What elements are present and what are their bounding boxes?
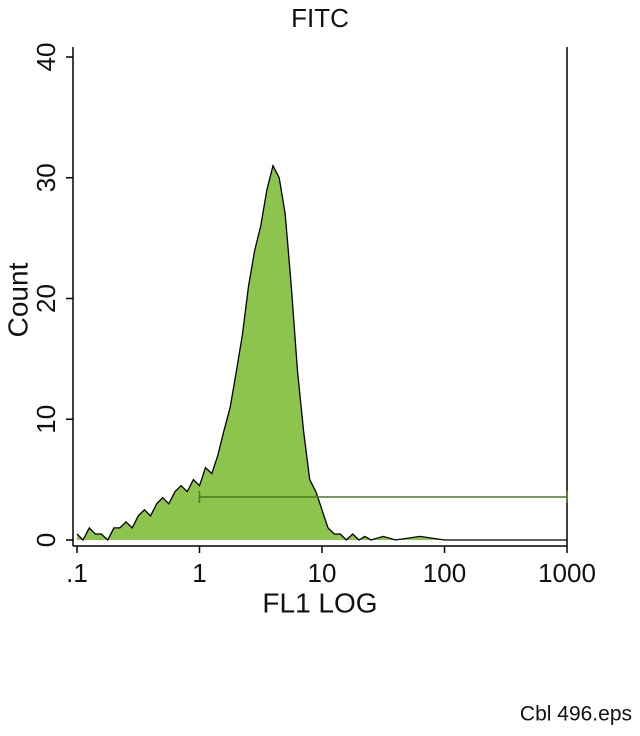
x-axis-label: FL1 LOG (262, 587, 377, 618)
x-tick-label: .1 (66, 558, 88, 588)
x-tick-label: 1 (192, 558, 206, 588)
chart-title: FITC (291, 3, 349, 33)
y-tick-label: 40 (31, 43, 61, 72)
x-tick-label: 100 (423, 558, 466, 588)
footnote: Cbl 496.eps (520, 703, 632, 726)
x-tick-label: 1000 (538, 558, 596, 588)
x-tick-label: 10 (308, 558, 337, 588)
histogram-area (77, 165, 567, 540)
y-tick-label: 0 (31, 533, 61, 547)
y-axis-label: Count (2, 262, 33, 337)
histogram-outline (76, 163, 567, 542)
y-tick-label: 20 (31, 284, 61, 313)
y-tick-label: 30 (31, 163, 61, 192)
y-tick-label: 10 (31, 405, 61, 434)
